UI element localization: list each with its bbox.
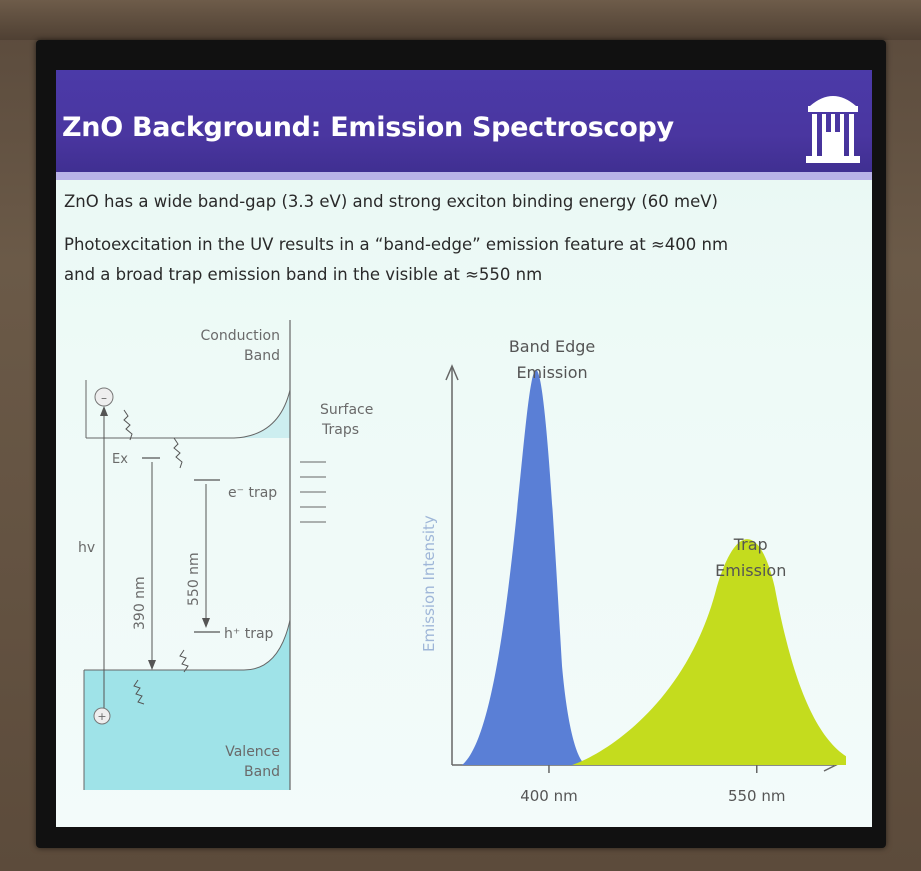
band-diagram: – + hv Ex e⁻ trap 390 nm 550 nm h⁺ trap …: [78, 320, 373, 790]
valence-band-label-line1: Valence: [225, 744, 280, 760]
hole-symbol: +: [97, 710, 106, 723]
series-label: Trap: [733, 535, 768, 554]
hole-squiggle-2: [133, 679, 145, 705]
conduction-band-label-line2: Band: [244, 348, 280, 364]
series-label: Emission: [715, 561, 786, 580]
series-label: Band Edge: [509, 340, 595, 356]
series-label: Emission: [516, 363, 587, 382]
surface-traps-label-line1: Surface: [320, 402, 373, 418]
wavelength-390-label: 390 nm: [132, 576, 148, 630]
trap-emission-band: [572, 539, 846, 765]
excitation-label: hv: [78, 540, 95, 556]
relaxation-squiggle-2: [173, 437, 183, 469]
surface-trap-levels: [300, 461, 326, 523]
conduction-band-label-line1: Conduction: [201, 328, 281, 344]
wavelength-550-label: 550 nm: [186, 552, 202, 606]
y-axis-arrow: [445, 364, 459, 381]
y-axis-label: Emission Intensity: [420, 515, 438, 652]
electron-trap-label: e⁻ trap: [228, 485, 277, 501]
conduction-band-region: [86, 390, 290, 438]
title-banner: [56, 70, 872, 178]
band-edge-peak: [462, 370, 587, 765]
banner-divider: [56, 172, 872, 180]
relaxation-squiggle-1: [123, 409, 133, 441]
hole-squiggle-1: [179, 649, 189, 673]
emission-chart: Emission Intensity 400 nm 550 nm Band Edge…: [420, 340, 846, 805]
electron-symbol: –: [101, 391, 107, 405]
valence-band-region: [84, 620, 290, 790]
exciton-label: Ex: [112, 452, 128, 467]
presentation-slide: ZnO Background: Emission Spectroscopy Zn…: [56, 70, 872, 827]
hole-trap-label: h⁺ trap: [224, 626, 274, 642]
bullet-photoexcitation-cont: and a broad trap emission band in the vi…: [64, 265, 543, 284]
bullet-band-gap: ZnO has a wide band-gap (3.3 eV) and str…: [64, 192, 718, 211]
bullet-photoexcitation: Photoexcitation in the UV results in a “…: [64, 235, 729, 254]
x-tick-label: 400 nm: [520, 787, 578, 805]
old-well-icon: [806, 96, 860, 163]
valence-band-label-line2: Band: [244, 764, 280, 780]
wall-background: [0, 0, 921, 40]
surface-traps-label-line2: Traps: [321, 422, 359, 438]
slide-title: ZnO Background: Emission Spectroscopy: [62, 112, 674, 143]
x-tick-label: 550 nm: [728, 787, 786, 805]
hole-marker: [93, 707, 111, 725]
